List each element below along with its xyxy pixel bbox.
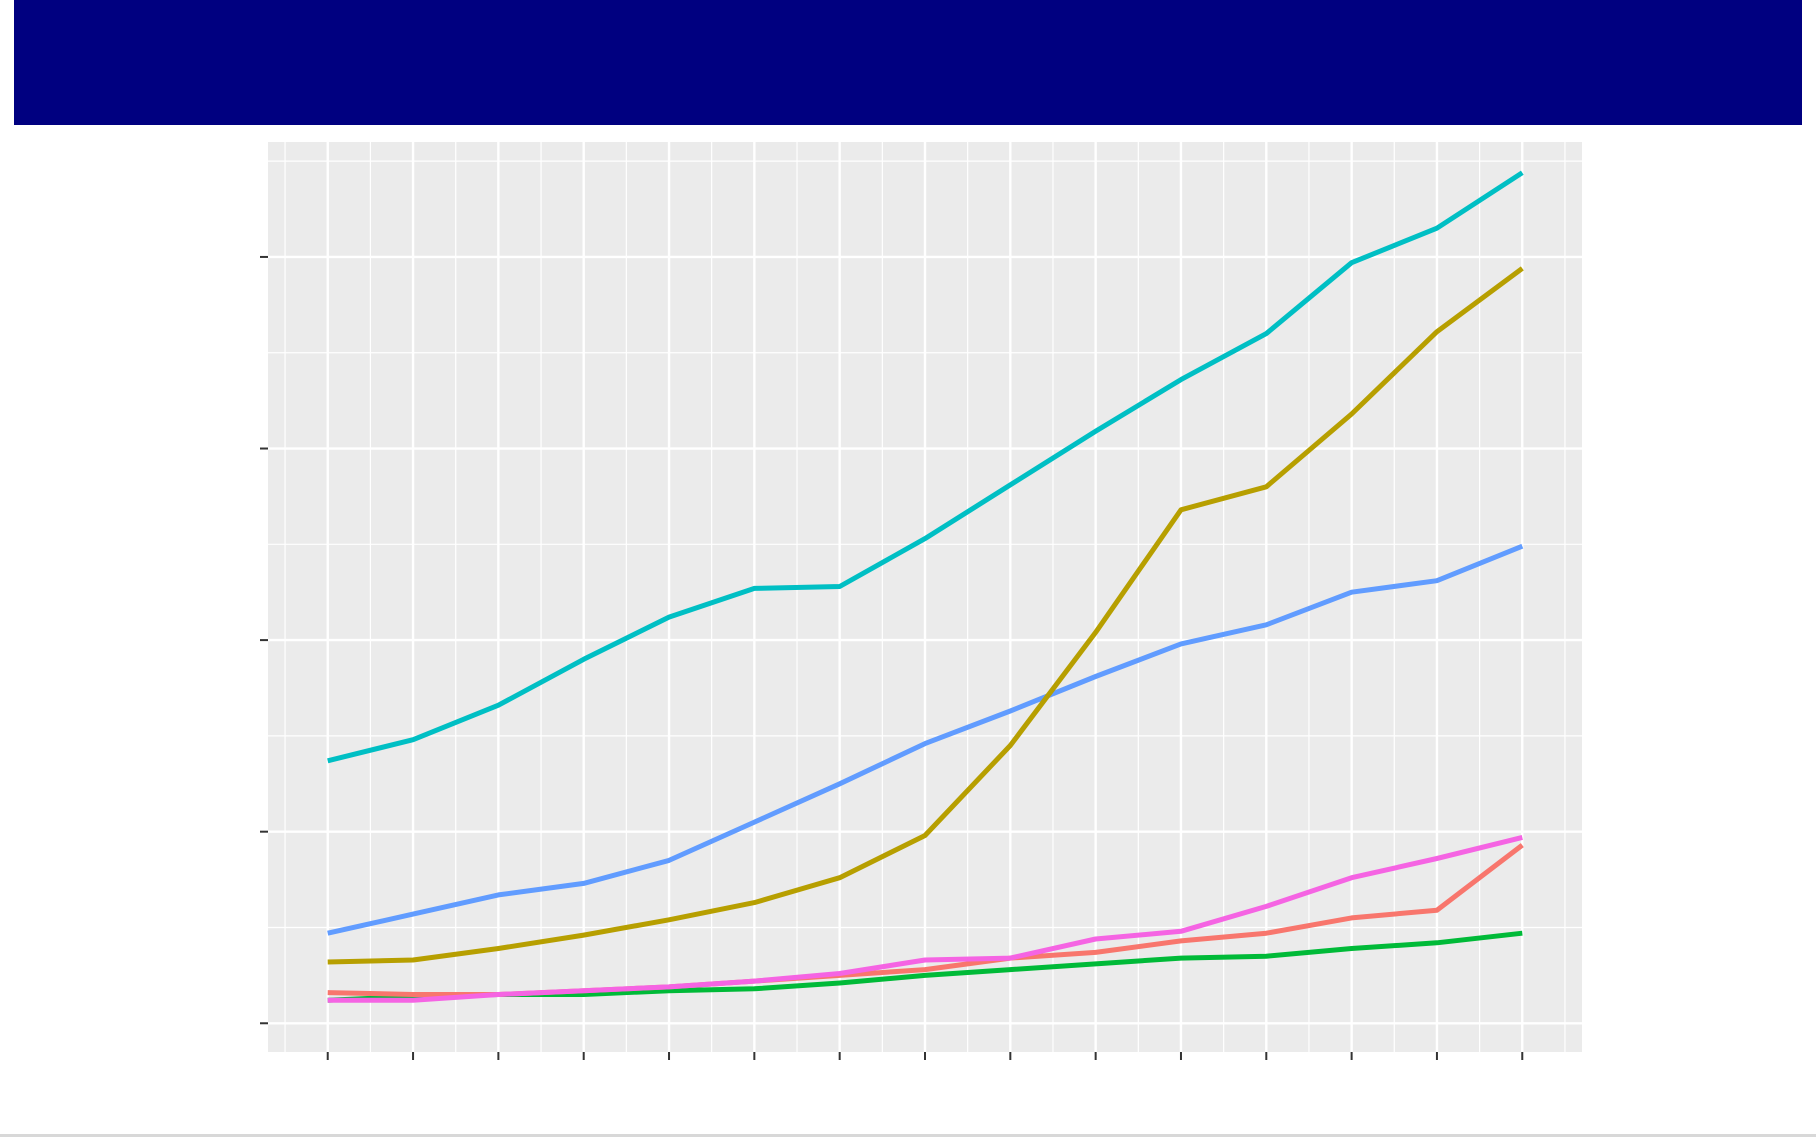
series-line-3	[327, 543, 1524, 936]
series-line-2	[327, 266, 1524, 965]
series-line-1	[327, 170, 1524, 764]
bottom-divider	[0, 1134, 1816, 1137]
series-line-4	[327, 834, 1523, 1003]
title-banner	[14, 0, 1802, 125]
